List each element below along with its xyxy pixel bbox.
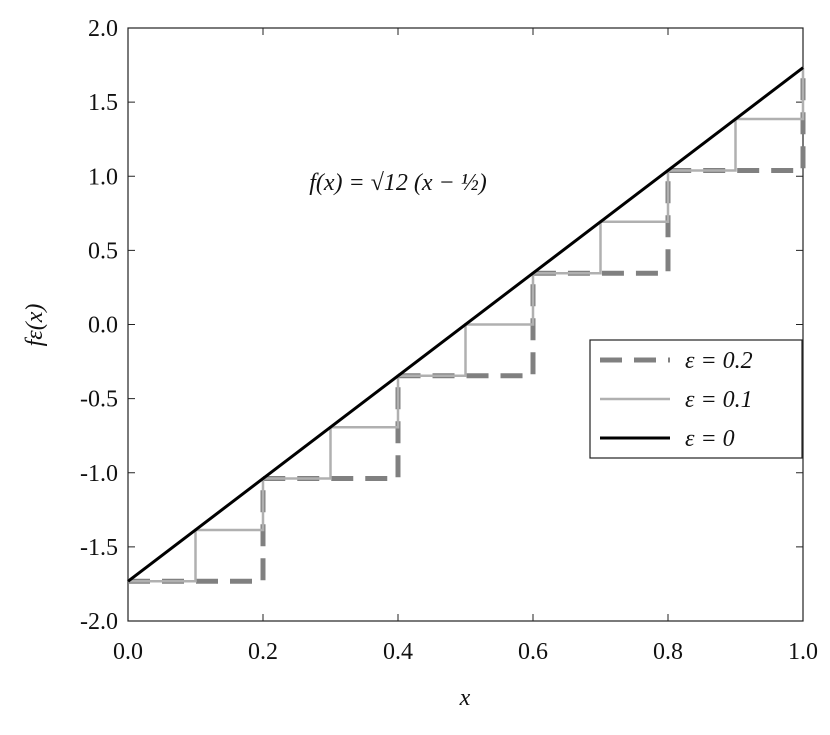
x-tick-label: 1.0 — [788, 639, 818, 665]
y-tick-label: 0.5 — [88, 238, 118, 264]
y-tick-label: -1.5 — [80, 535, 118, 561]
x-tick-label: 0.2 — [248, 639, 278, 665]
legend-label: ε = 0 — [685, 426, 735, 452]
y-tick-label: -1.0 — [80, 461, 118, 487]
y-tick-label: 0.0 — [88, 313, 118, 339]
y-axis-label: fε(x) — [22, 304, 48, 347]
x-tick-label: 0.4 — [383, 639, 413, 665]
series-line — [127, 66, 804, 583]
legend-label: ε = 0.1 — [685, 387, 753, 413]
legend-label: ε = 0.2 — [685, 348, 753, 374]
y-tick-label: 1.5 — [88, 90, 118, 116]
x-tick-label: 0.6 — [518, 639, 548, 665]
x-tick-label: 0.8 — [653, 639, 683, 665]
y-tick-label: -2.0 — [80, 609, 118, 635]
y-tick-label: 2.0 — [88, 16, 118, 42]
x-tick-label: 0.0 — [113, 639, 143, 665]
annotation: f(x) = √12 (x − ½) — [309, 170, 487, 196]
y-tick-label: 1.0 — [88, 164, 118, 190]
y-tick-label: -0.5 — [80, 387, 118, 413]
x-axis-label: x — [459, 685, 471, 711]
